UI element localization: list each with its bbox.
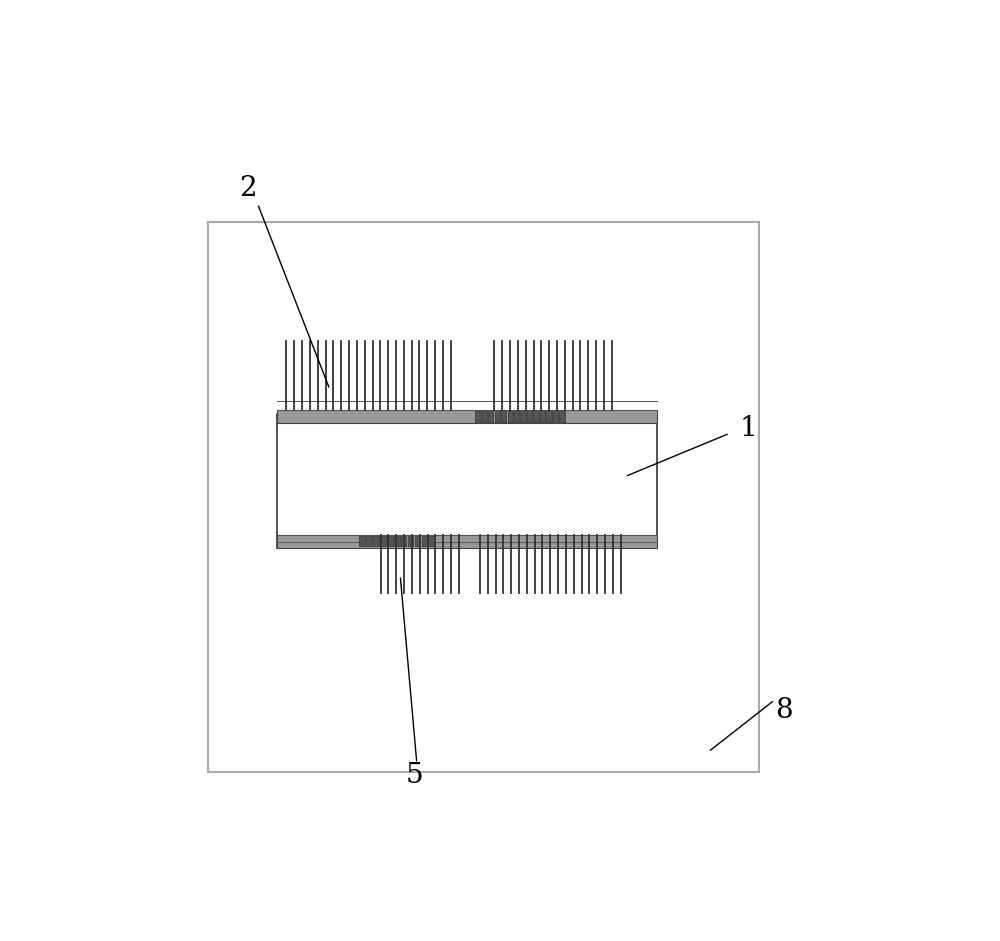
Bar: [553, 411, 558, 422]
Bar: [277, 414, 657, 548]
Text: 2: 2: [239, 176, 257, 202]
Bar: [501, 411, 506, 422]
Bar: [527, 411, 532, 422]
Bar: [208, 221, 759, 773]
Bar: [475, 411, 481, 422]
Bar: [495, 411, 500, 422]
Bar: [408, 536, 413, 546]
Bar: [387, 536, 393, 546]
Bar: [401, 536, 406, 546]
Text: 8: 8: [775, 697, 793, 725]
Bar: [277, 534, 657, 548]
Bar: [520, 411, 526, 422]
Bar: [533, 411, 539, 422]
Bar: [380, 536, 386, 546]
Bar: [422, 536, 427, 546]
Bar: [546, 411, 552, 422]
Bar: [508, 411, 513, 422]
Bar: [415, 536, 420, 546]
Bar: [359, 536, 365, 546]
Bar: [428, 536, 434, 546]
Bar: [366, 536, 372, 546]
Bar: [373, 536, 379, 546]
Bar: [540, 411, 545, 422]
Bar: [277, 410, 657, 423]
Bar: [514, 411, 519, 422]
Bar: [394, 536, 400, 546]
Text: 5: 5: [406, 762, 423, 789]
Bar: [488, 411, 493, 422]
Bar: [482, 411, 487, 422]
Text: 1: 1: [739, 415, 757, 441]
Bar: [559, 411, 565, 422]
